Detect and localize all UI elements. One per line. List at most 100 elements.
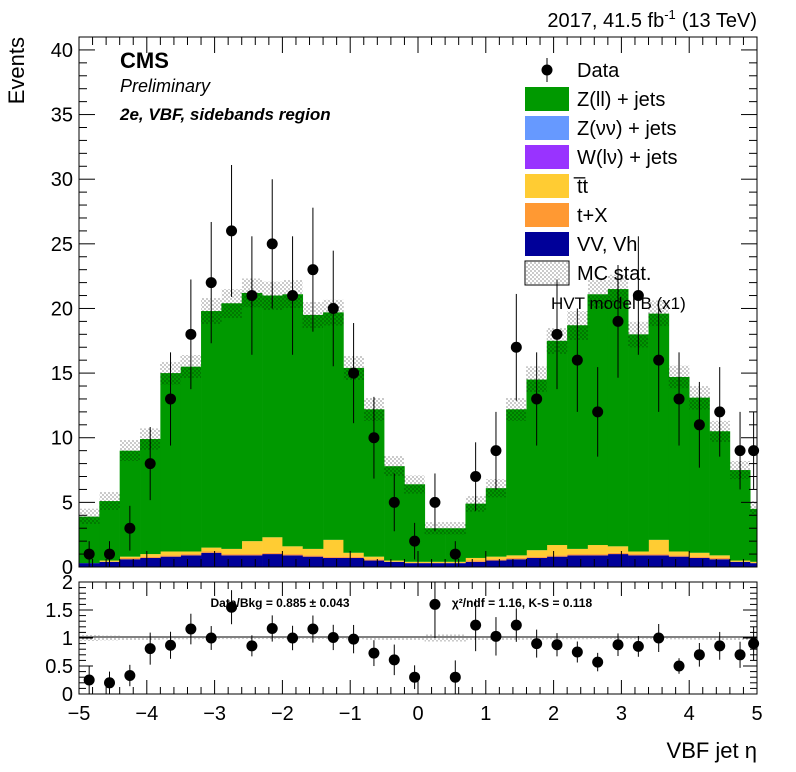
ratio-y-tick-label: 0.5	[45, 656, 73, 678]
ratio-axes: 0 0.5 1 1.5 2 −5 −4 −3 −2 −1 0 1 2 3 4 5	[45, 572, 762, 725]
stack-bar	[140, 557, 161, 567]
x-tick-label: −4	[135, 703, 158, 725]
x-axis-title: VBF jet η	[667, 738, 757, 763]
stack-bar	[567, 555, 588, 567]
data-point	[348, 367, 360, 379]
stack-bar	[404, 563, 426, 567]
stack-bar	[506, 409, 527, 556]
ratio-point	[165, 639, 177, 651]
ratio-point	[409, 671, 421, 683]
stack-bar	[221, 555, 243, 567]
data-point	[714, 406, 726, 418]
mc-stat-box	[404, 475, 425, 494]
stack-bar	[526, 550, 548, 557]
y-tick-label: 10	[51, 428, 73, 450]
ratio-point	[226, 601, 238, 613]
ratio-point	[124, 670, 136, 682]
stack-bar	[668, 556, 690, 567]
stack-bar	[648, 539, 670, 555]
stack-bar	[384, 561, 405, 567]
ratio-band-box	[99, 635, 120, 641]
y-tick-label: 25	[51, 234, 73, 256]
ratio-point	[490, 630, 502, 642]
stack-bar	[221, 554, 243, 556]
legend-label: HVT model B (x1)	[551, 294, 686, 313]
ratio-point	[470, 619, 482, 631]
stack-bar	[363, 559, 385, 561]
stack-bar	[668, 376, 690, 552]
stack-bar	[282, 294, 304, 547]
stack-bar	[140, 554, 161, 557]
stack-bar	[750, 508, 758, 562]
stack-bar	[628, 554, 649, 556]
stack-bar	[607, 554, 629, 567]
region-label: 2e, VBF, sidebands region	[119, 105, 331, 124]
data-point	[388, 496, 400, 508]
stack-bar	[343, 556, 365, 558]
stack-bar	[729, 561, 751, 567]
stack-bar	[668, 551, 690, 556]
data-point	[510, 341, 522, 353]
stack-bar	[99, 501, 120, 561]
data-point	[185, 328, 197, 340]
data-point	[104, 548, 116, 560]
y-tick-label: 35	[51, 105, 73, 127]
stack-bar	[119, 559, 141, 567]
stack-bar	[546, 340, 568, 546]
stack-bar	[607, 546, 629, 553]
stack-bar	[607, 289, 629, 547]
ratio-y-tick-label: 0	[62, 684, 73, 706]
stack-bar	[262, 537, 283, 553]
ratio-point	[612, 639, 624, 651]
data-point	[531, 393, 543, 405]
ratio-band-box	[729, 636, 751, 640]
stack-bar	[221, 303, 243, 549]
stack-bar	[221, 548, 243, 555]
ratio-band-box	[567, 636, 588, 640]
ratio-point	[388, 654, 400, 666]
stack-bar	[587, 545, 609, 555]
stack-bar	[628, 555, 649, 567]
ratio-band-box	[363, 636, 385, 640]
stack-bar	[648, 554, 670, 556]
stack-bar	[343, 367, 365, 553]
data-point	[124, 522, 136, 534]
stack-bar	[302, 548, 324, 556]
ratio-band-box	[689, 636, 710, 640]
stack-bar	[363, 556, 385, 560]
data-point	[226, 225, 238, 237]
stack-bar	[343, 557, 365, 567]
ratio-point	[734, 649, 746, 661]
stack-bar	[343, 552, 365, 557]
stack-bar	[689, 557, 710, 567]
legend: Data Z(ll) + jets Z(νν) + jets W(lν) + jets…	[524, 58, 686, 313]
x-tick-label: −2	[271, 703, 294, 725]
ratio-point	[83, 674, 95, 686]
stack-bar	[689, 397, 710, 553]
stack-bar	[241, 292, 263, 542]
mc-stat-box	[750, 501, 757, 517]
stack-bar	[546, 545, 568, 556]
legend-label: W(lν) + jets	[577, 147, 678, 169]
ratio-band-box	[221, 636, 242, 640]
data-point	[592, 406, 604, 418]
stack-bar	[526, 556, 548, 558]
ratio-point	[673, 660, 685, 672]
ratio-points	[83, 582, 760, 694]
y-tick-label: 40	[51, 40, 73, 62]
stack-bar	[323, 312, 344, 540]
stack-bar	[180, 366, 202, 552]
stack-bar	[180, 551, 202, 555]
legend-label: t̅t	[574, 176, 589, 198]
stack-bar	[506, 557, 527, 560]
stack-bar	[180, 555, 202, 567]
legend-label: Data	[577, 60, 620, 82]
stack-bar	[567, 554, 588, 556]
ratio-point	[185, 623, 197, 635]
stack-bar	[709, 555, 731, 558]
x-tick-label: 0	[412, 703, 423, 725]
ratio-point	[592, 656, 604, 668]
ratio-band-box	[668, 636, 690, 640]
data-point	[734, 445, 746, 457]
